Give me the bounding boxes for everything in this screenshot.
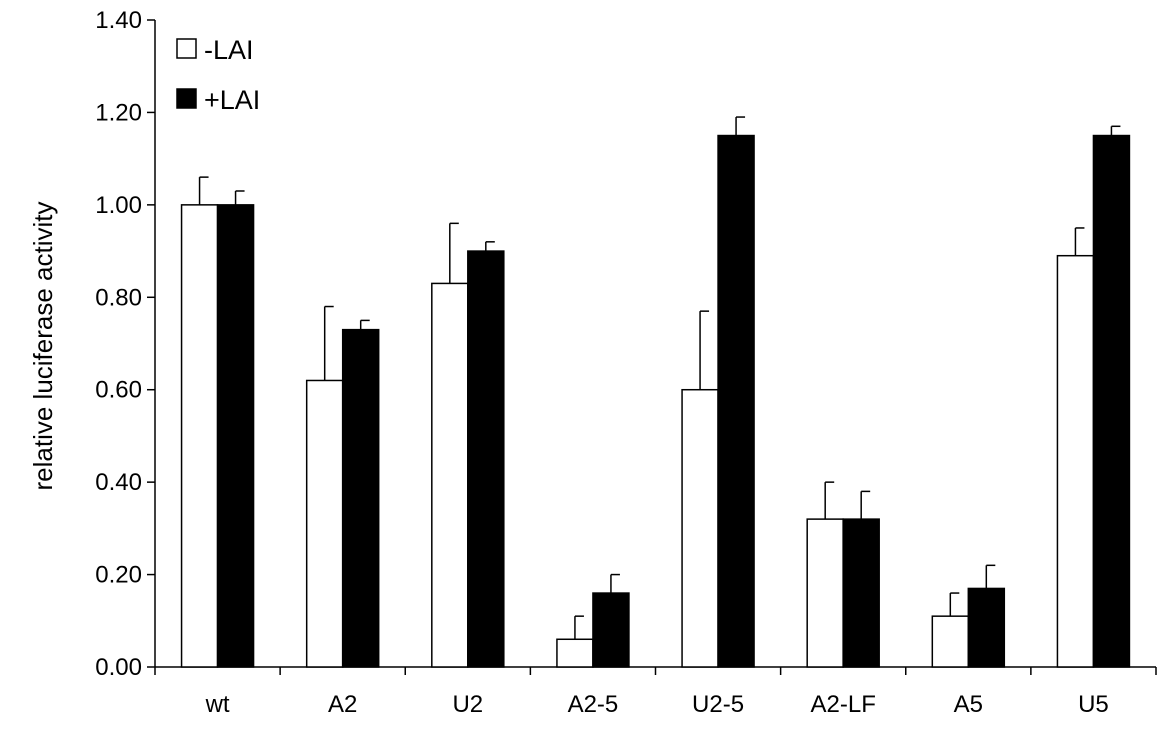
bar-minus-lai [180, 204, 219, 668]
legend-swatch [176, 38, 197, 59]
legend-label: +LAI [204, 85, 260, 115]
y-tick-label: 0.80 [95, 284, 142, 311]
bar-plus-lai [967, 587, 1006, 668]
bar-plus-lai [592, 592, 630, 668]
bar-plus-lai [467, 250, 505, 668]
plot-area: 0.00 0.20 0.40 0.60 0.80 1.00 1.20 1.40 wt A2 U2 A2… [95, 7, 1157, 718]
y-tick-label: 0.20 [95, 562, 142, 589]
bar-plus-lai [717, 134, 755, 668]
bar-minus-lai [1056, 254, 1095, 668]
bar-minus-lai [305, 379, 344, 668]
legend-label: -LAI [204, 35, 254, 65]
category-label: wt [205, 691, 230, 718]
bar-minus-lai [931, 615, 970, 668]
bar-minus-lai [806, 518, 844, 668]
category-label: A2 [328, 691, 357, 718]
category-label: A2-5 [568, 691, 619, 718]
y-tick-label: 1.20 [95, 99, 142, 126]
y-tick-label: 1.40 [95, 7, 142, 34]
bar-plus-lai [842, 518, 880, 668]
legend-swatch [176, 88, 197, 109]
category-label: U2-5 [692, 691, 744, 718]
bar-minus-lai [556, 638, 594, 668]
category-label: U5 [1078, 691, 1109, 718]
bar-plus-lai [1092, 134, 1131, 668]
y-tick-label: 0.60 [95, 377, 142, 404]
category-label: A2-LF [811, 691, 876, 718]
bar-plus-lai [216, 204, 255, 668]
bar-minus-lai [431, 282, 469, 668]
y-tick-label: 1.00 [95, 192, 142, 219]
bar-plus-lai [341, 328, 380, 668]
bar-minus-lai [681, 388, 719, 668]
category-label: U2 [452, 691, 483, 718]
category-label: A5 [954, 691, 983, 718]
y-axis-label: relative luciferase activity [28, 202, 58, 491]
y-tick-label: 0.40 [95, 469, 142, 496]
y-tick-label: 0.00 [95, 654, 142, 681]
